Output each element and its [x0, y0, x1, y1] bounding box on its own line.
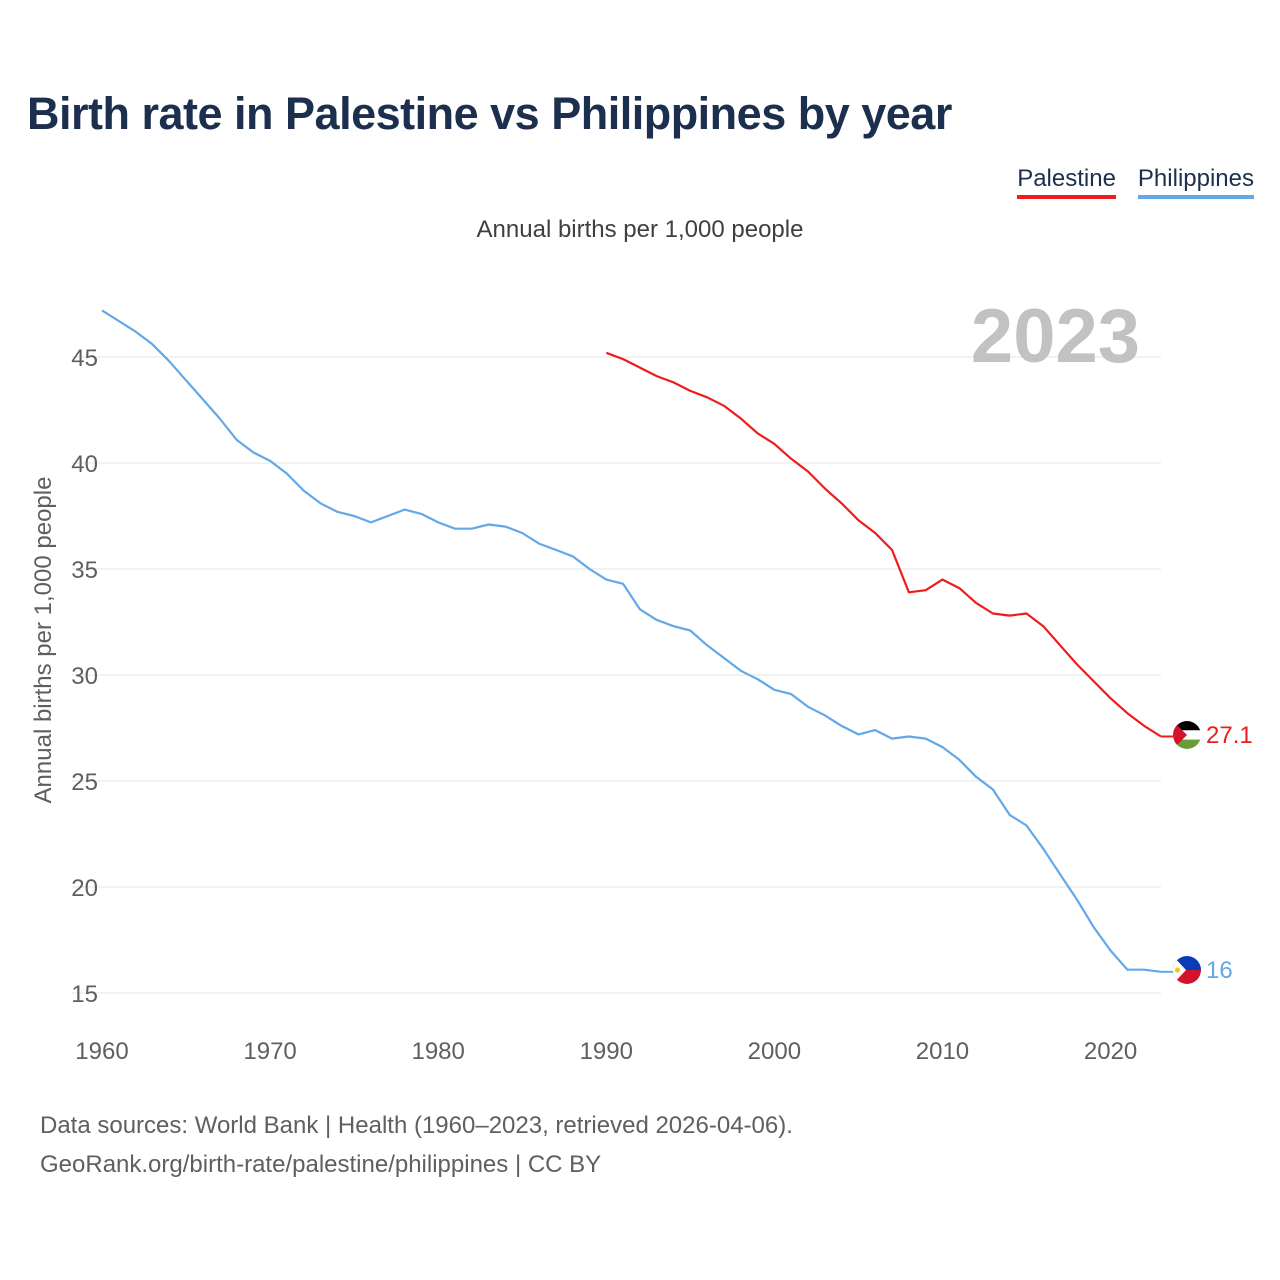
palestine-end-label: 27.1	[1206, 722, 1253, 749]
year-watermark: 2023	[971, 294, 1140, 379]
grid-lines	[72, 356, 1161, 994]
x-tick-label: 1990	[580, 1038, 633, 1065]
series-line-palestine	[605, 351, 1162, 738]
y-axis-label: Annual births per 1,000 people	[30, 477, 57, 804]
x-tick-label: 2000	[748, 1038, 801, 1065]
x-tick-label: 1960	[75, 1038, 128, 1065]
source-line-1: Data sources: World Bank | Health (1960–…	[40, 1112, 793, 1139]
y-tick-label: 45	[71, 345, 98, 372]
source-line-2[interactable]: GeoRank.org/birth-rate/palestine/philipp…	[40, 1151, 602, 1178]
legend-item-palestine[interactable]: Palestine	[1017, 165, 1116, 199]
y-tick-labels: 15 20 25 30 35 40 45	[71, 345, 98, 1008]
philippines-end-label: 16	[1206, 957, 1233, 984]
x-tick-label: 2020	[1084, 1038, 1137, 1065]
legend: Palestine Philippines	[1017, 165, 1254, 199]
y-tick-label: 35	[71, 557, 98, 584]
y-tick-label: 15	[71, 981, 98, 1008]
y-tick-label: 20	[71, 875, 98, 902]
palestine-flag-icon	[1173, 721, 1201, 749]
x-tick-label: 2010	[916, 1038, 969, 1065]
chart-subtitle: Annual births per 1,000 people	[476, 216, 804, 243]
chart-title: Birth rate in Palestine vs Philippines b…	[27, 88, 952, 139]
series-end-markers	[1173, 721, 1201, 984]
y-tick-label: 40	[71, 451, 98, 478]
legend-item-philippines[interactable]: Philippines	[1137, 165, 1254, 199]
data-sources: Data sources: World Bank | Health (1960–…	[40, 1106, 793, 1184]
y-tick-label: 25	[71, 769, 98, 796]
x-tick-label: 1980	[411, 1038, 464, 1065]
x-tick-labels: 1960 1970 1980 1990 2000 2010 2020	[75, 1038, 1137, 1065]
series-line-philippines	[101, 309, 1162, 973]
y-tick-label: 30	[71, 663, 98, 690]
x-tick-label: 1970	[243, 1038, 296, 1065]
series-lines	[101, 309, 1173, 973]
philippines-flag-icon	[1173, 956, 1201, 984]
